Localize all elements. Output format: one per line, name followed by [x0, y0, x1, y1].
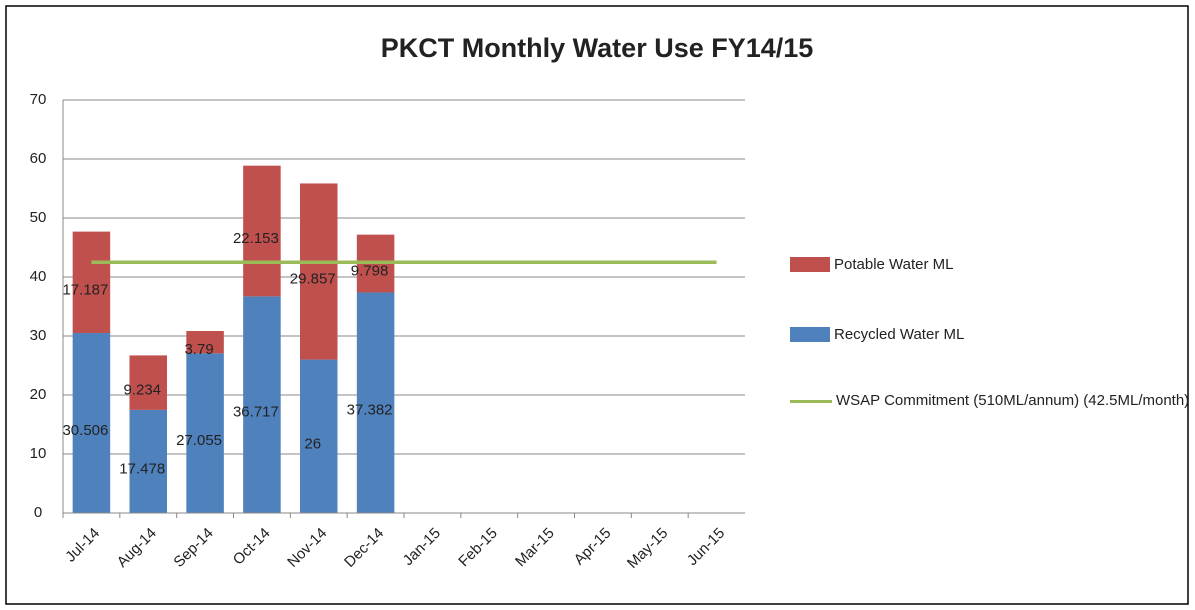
data-label: 17.478 — [119, 460, 165, 477]
data-label: 30.506 — [62, 422, 108, 439]
bar-segment — [72, 333, 111, 513]
chart-border — [5, 5, 1189, 605]
data-label: 26 — [304, 435, 321, 452]
y-tick-label: 60 — [30, 150, 47, 167]
y-tick-label: 50 — [30, 209, 47, 226]
legend-swatch — [790, 327, 830, 342]
data-label: 9.798 — [351, 263, 389, 280]
legend-label: WSAP Commitment (510ML/annum) (42.5ML/mo… — [836, 392, 1190, 409]
bar-segment — [129, 355, 168, 410]
legend-item: WSAP Commitment (510ML/annum) (42.5ML/mo… — [790, 390, 1195, 412]
data-label: 22.153 — [233, 230, 279, 247]
legend-swatch — [790, 400, 832, 403]
bar-segment — [186, 331, 224, 354]
y-tick-label: 30 — [30, 327, 47, 344]
legend-item: Potable Water ML — [790, 254, 1195, 276]
data-label: 3.79 — [184, 341, 213, 358]
data-label: 27.055 — [176, 432, 222, 449]
bar-segment — [243, 165, 281, 297]
y-tick-label: 20 — [30, 386, 47, 403]
y-tick-label: 0 — [34, 504, 42, 521]
bar-segment — [243, 296, 281, 513]
y-tick-label: 40 — [30, 268, 47, 285]
data-label: 37.382 — [347, 402, 393, 419]
bar-segment — [72, 231, 111, 334]
bar-segment — [299, 183, 338, 360]
data-label: 36.717 — [233, 404, 279, 421]
bar-segment — [356, 292, 395, 513]
data-label: 17.187 — [62, 281, 108, 298]
legend-swatch — [790, 257, 830, 272]
legend-label: Recycled Water ML — [834, 326, 965, 343]
legend-item: Recycled Water ML — [790, 324, 1195, 346]
y-tick-label: 10 — [30, 445, 47, 462]
bar-segment — [129, 409, 168, 513]
legend-label: Potable Water ML — [834, 256, 954, 273]
chart-title: PKCT Monthly Water Use FY14/15 — [381, 33, 814, 63]
y-tick-label: 70 — [30, 91, 47, 108]
bar-segment — [186, 353, 224, 513]
data-label: 29.857 — [290, 270, 336, 287]
bar-segment — [299, 359, 338, 513]
data-label: 9.234 — [123, 382, 161, 399]
